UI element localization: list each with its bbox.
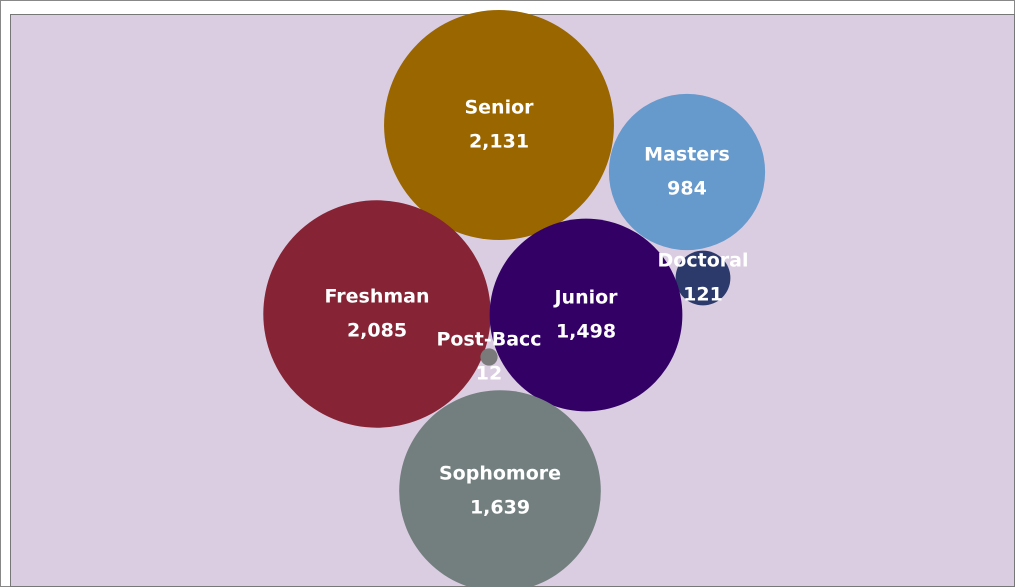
value-label: 1,498 xyxy=(556,321,616,343)
bubble-name: Senior xyxy=(464,97,534,119)
bubble xyxy=(263,200,491,428)
bubble-name: Freshman xyxy=(324,286,429,308)
bubble xyxy=(384,10,614,240)
value-label: 2,085 xyxy=(347,320,407,342)
bubble-name: Sophomore xyxy=(439,463,561,485)
bubble xyxy=(489,218,683,412)
bubbles xyxy=(263,10,766,587)
bubble-name: Masters xyxy=(644,144,730,166)
labels: Senior 2,131 Masters 984 Doctoral 121 Freshman… xyxy=(324,97,748,519)
value-label: 984 xyxy=(667,178,707,200)
bubble xyxy=(480,348,498,366)
bubble xyxy=(608,93,766,251)
bubble xyxy=(399,390,601,587)
bubble xyxy=(675,250,731,306)
value-label: 121 xyxy=(683,284,723,306)
bubble-name: Post-Bacc xyxy=(436,329,541,351)
value-label: 2,131 xyxy=(469,131,529,153)
bubble-name: Junior xyxy=(552,287,618,309)
value-label: 1,639 xyxy=(470,497,530,519)
value-label: 12 xyxy=(476,363,502,385)
bubble-name: Doctoral xyxy=(658,250,749,272)
